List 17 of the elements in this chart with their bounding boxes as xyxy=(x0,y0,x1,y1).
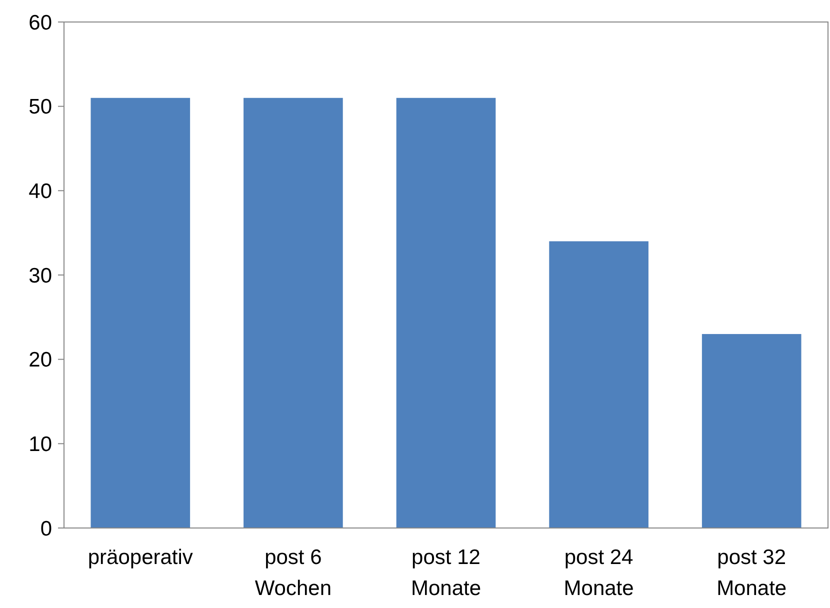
x-tick-label: präoperativ xyxy=(88,546,194,569)
y-tick-label: 20 xyxy=(28,348,52,372)
x-tick-label: post 12 Monate xyxy=(410,546,482,600)
x-tick-label: post 32 Monate xyxy=(716,546,787,600)
bar xyxy=(244,98,343,528)
y-tick-label: 10 xyxy=(28,433,52,456)
y-tick-label: 60 xyxy=(28,11,52,34)
bar xyxy=(90,98,190,528)
y-tick-label: 0 xyxy=(40,517,52,540)
bar xyxy=(396,98,496,528)
x-tick-label: post 6 Wochen xyxy=(254,546,332,600)
y-tick-label: 50 xyxy=(28,96,52,119)
x-tick-label: post 24 Monate xyxy=(564,546,634,600)
y-tick-label: 30 xyxy=(28,264,52,288)
bar xyxy=(702,334,802,528)
bar xyxy=(549,241,648,528)
y-tick-label: 40 xyxy=(28,180,52,204)
